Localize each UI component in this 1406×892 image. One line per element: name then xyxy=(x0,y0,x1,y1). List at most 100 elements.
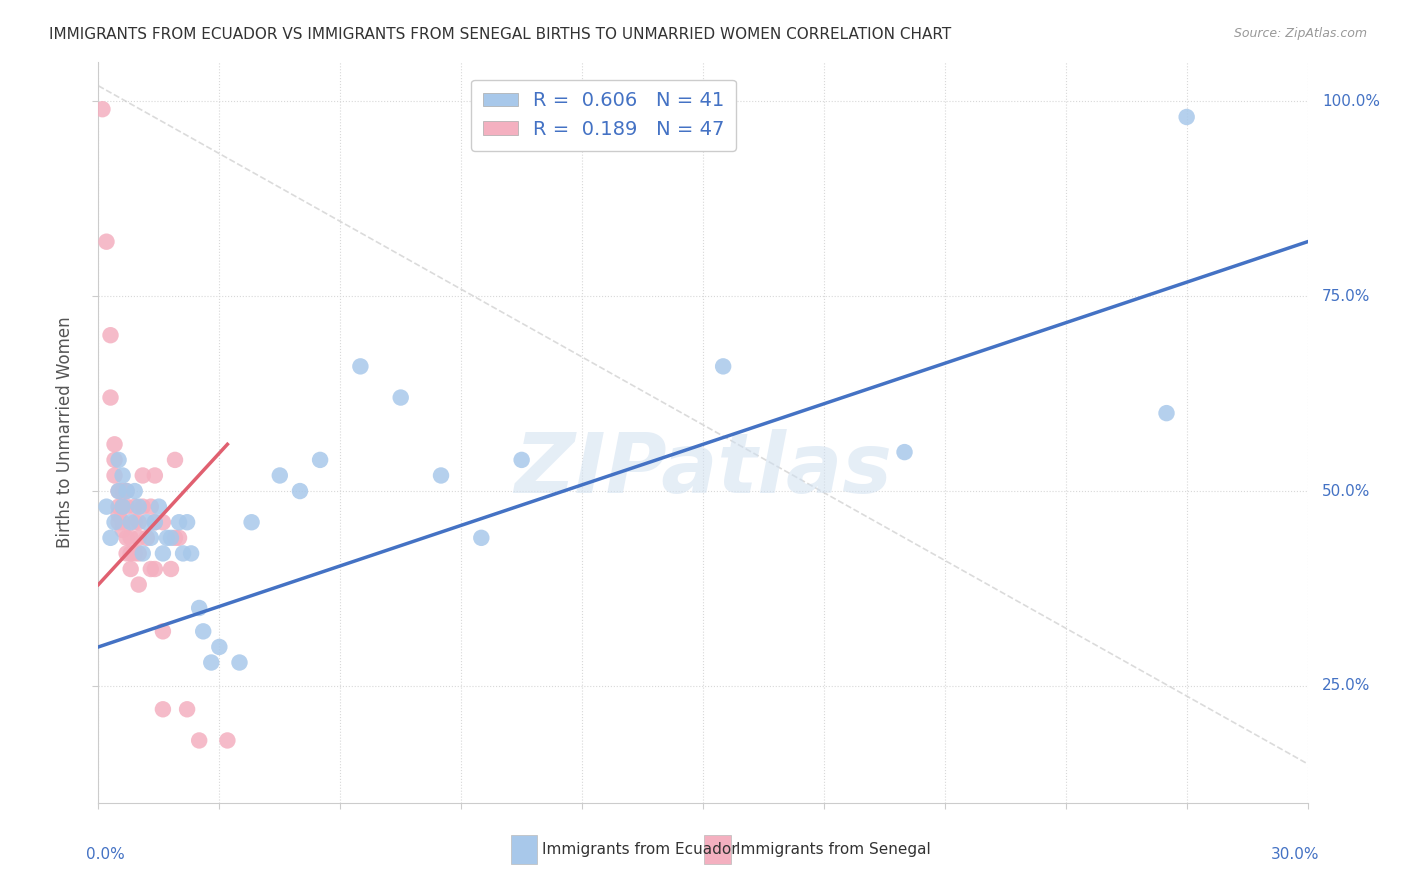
Point xyxy=(111,515,134,529)
Point xyxy=(188,601,211,615)
Point xyxy=(115,546,138,560)
Point xyxy=(152,546,174,560)
Point xyxy=(124,515,146,529)
Point xyxy=(103,468,125,483)
Point xyxy=(124,484,146,499)
Point xyxy=(135,515,157,529)
Point xyxy=(111,468,134,483)
Point xyxy=(111,500,134,514)
Point xyxy=(128,546,150,560)
Text: 50.0%: 50.0% xyxy=(1322,483,1371,499)
Point xyxy=(163,531,186,545)
Point xyxy=(176,515,198,529)
Point xyxy=(96,500,118,514)
Point xyxy=(115,500,138,514)
Text: 100.0%: 100.0% xyxy=(1322,94,1381,109)
Text: 25.0%: 25.0% xyxy=(1322,679,1371,693)
Point xyxy=(389,391,412,405)
Point xyxy=(160,531,183,545)
Point xyxy=(430,468,453,483)
Text: Source: ZipAtlas.com: Source: ZipAtlas.com xyxy=(1233,27,1367,40)
Point xyxy=(124,546,146,560)
Point xyxy=(167,531,190,545)
Point xyxy=(103,437,125,451)
Point xyxy=(111,484,134,499)
Point xyxy=(1156,406,1178,420)
Point xyxy=(107,484,129,499)
Point xyxy=(148,500,170,514)
Point xyxy=(115,531,138,545)
Point xyxy=(120,562,142,576)
Point xyxy=(309,453,332,467)
Point xyxy=(893,445,915,459)
Text: 30.0%: 30.0% xyxy=(1271,847,1320,863)
Point xyxy=(510,453,533,467)
Point xyxy=(240,515,263,529)
Point xyxy=(143,515,166,529)
Point xyxy=(124,500,146,514)
Text: 75.0%: 75.0% xyxy=(1322,289,1371,304)
Point xyxy=(91,102,114,116)
Point xyxy=(107,453,129,467)
Point xyxy=(100,391,122,405)
Point xyxy=(128,577,150,591)
Point xyxy=(111,523,134,537)
FancyBboxPatch shape xyxy=(510,836,537,863)
Point xyxy=(143,562,166,576)
Text: 0.0%: 0.0% xyxy=(86,847,125,863)
Point xyxy=(107,484,129,499)
Point xyxy=(128,500,150,514)
Point xyxy=(176,702,198,716)
Text: Immigrants from Senegal: Immigrants from Senegal xyxy=(735,842,931,857)
Point xyxy=(132,500,155,514)
Point xyxy=(208,640,231,654)
Legend: R =  0.606   N = 41, R =  0.189   N = 47: R = 0.606 N = 41, R = 0.189 N = 47 xyxy=(471,79,737,151)
Point xyxy=(163,453,186,467)
Point xyxy=(188,733,211,747)
Point xyxy=(1175,110,1198,124)
Point xyxy=(143,468,166,483)
Point xyxy=(100,328,122,343)
Point xyxy=(172,546,194,560)
Point xyxy=(135,531,157,545)
Point xyxy=(139,500,162,514)
Point xyxy=(128,531,150,545)
Text: IMMIGRANTS FROM ECUADOR VS IMMIGRANTS FROM SENEGAL BIRTHS TO UNMARRIED WOMEN COR: IMMIGRANTS FROM ECUADOR VS IMMIGRANTS FR… xyxy=(49,27,952,42)
Point xyxy=(107,500,129,514)
Point xyxy=(120,531,142,545)
Point xyxy=(217,733,239,747)
Point xyxy=(193,624,215,639)
FancyBboxPatch shape xyxy=(704,836,731,863)
Point xyxy=(470,531,492,545)
Point xyxy=(143,515,166,529)
Point xyxy=(103,453,125,467)
Point xyxy=(160,562,183,576)
Point xyxy=(156,531,179,545)
Point xyxy=(349,359,371,374)
Y-axis label: Births to Unmarried Women: Births to Unmarried Women xyxy=(56,317,75,549)
Point xyxy=(132,546,155,560)
Point xyxy=(115,484,138,499)
Point xyxy=(152,624,174,639)
Point xyxy=(111,500,134,514)
Point xyxy=(152,515,174,529)
Text: ZIPatlas: ZIPatlas xyxy=(515,429,891,510)
Point xyxy=(96,235,118,249)
Point xyxy=(711,359,734,374)
Text: Immigrants from Ecuador: Immigrants from Ecuador xyxy=(543,842,738,857)
Point xyxy=(103,515,125,529)
Point xyxy=(115,484,138,499)
Point xyxy=(152,702,174,716)
Point xyxy=(120,546,142,560)
Point xyxy=(269,468,291,483)
Point xyxy=(167,515,190,529)
Point xyxy=(107,515,129,529)
Point xyxy=(120,515,142,529)
Point xyxy=(180,546,202,560)
Point xyxy=(132,468,155,483)
Point xyxy=(107,508,129,522)
Point xyxy=(139,562,162,576)
Point xyxy=(200,656,222,670)
Point xyxy=(128,515,150,529)
Point xyxy=(228,656,250,670)
